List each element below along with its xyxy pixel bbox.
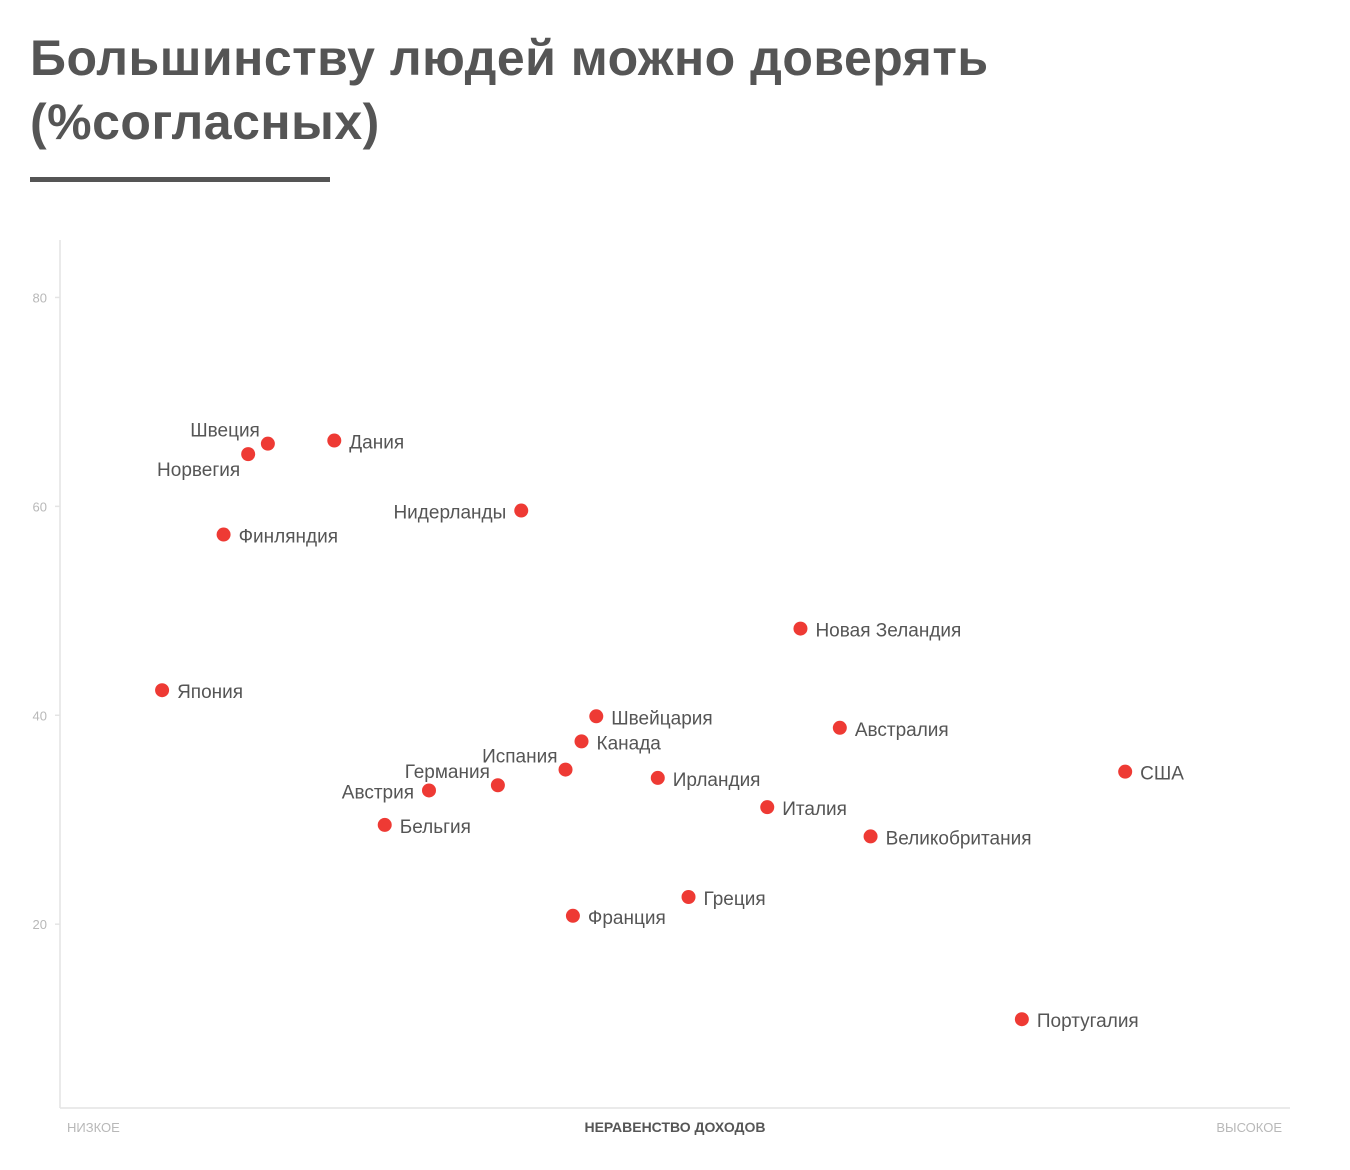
data-point-label: Португалия (1037, 1011, 1139, 1032)
data-point (558, 762, 573, 777)
data-point (863, 829, 878, 844)
data-point-label: США (1140, 764, 1184, 785)
data-point (565, 908, 580, 923)
chart-title: Большинству людей можно доверять (%согла… (30, 30, 989, 150)
x-axis-label: НЕРАВЕНСТВО ДОХОДОВ (584, 1119, 765, 1135)
data-point-label: Норвегия (157, 460, 240, 481)
y-tick-label: 20 (33, 917, 47, 932)
data-point-label: Великобритания (886, 828, 1032, 849)
data-point (574, 734, 589, 749)
data-point-label: Финляндия (239, 527, 338, 548)
data-point (377, 817, 392, 832)
data-point-label: Швеция (190, 421, 260, 442)
data-point (650, 770, 665, 785)
data-point (216, 527, 231, 542)
title-underline (30, 177, 330, 182)
data-point (1118, 764, 1133, 779)
data-point (1014, 1012, 1029, 1027)
data-point-label: Германия (405, 762, 490, 783)
data-point-group: Швеция Норвегия Дания Нидерланды Финляндия Но… (155, 421, 1184, 1032)
y-tick-group: 20 40 60 80 (33, 290, 60, 932)
x-low-label: НИЗКОЕ (67, 1120, 120, 1135)
y-tick-label: 80 (33, 290, 47, 305)
data-point-label: Австрия (342, 782, 414, 803)
data-point (155, 683, 170, 698)
data-point (589, 709, 604, 724)
data-point (422, 783, 436, 798)
data-point-label: Испания (482, 747, 557, 768)
data-point (681, 890, 696, 905)
data-point (241, 447, 256, 462)
data-point (260, 436, 275, 451)
data-point (832, 720, 847, 735)
y-tick-label: 60 (33, 499, 47, 514)
data-point-label: Италия (782, 799, 847, 820)
data-point-label: Бельгия (400, 817, 471, 838)
data-point (760, 800, 775, 815)
data-point-label: Дания (349, 433, 404, 454)
data-point-label: Новая Зеландия (815, 621, 961, 642)
data-point-label: Франция (588, 908, 666, 929)
y-tick-label: 40 (33, 708, 47, 723)
data-point-label: Швейцария (611, 708, 712, 729)
data-point (490, 778, 505, 793)
data-point-label: Япония (177, 682, 243, 703)
data-point (793, 621, 808, 636)
data-point (327, 433, 342, 448)
data-point-label: Австралия (855, 720, 949, 741)
data-point-label: Ирландия (673, 770, 761, 791)
data-point-label: Нидерланды (393, 503, 506, 524)
data-point (514, 503, 529, 518)
data-point-label: Греция (704, 889, 766, 910)
x-high-label: ВЫСОКОЕ (1216, 1120, 1282, 1135)
data-point-label: Канада (597, 733, 662, 754)
